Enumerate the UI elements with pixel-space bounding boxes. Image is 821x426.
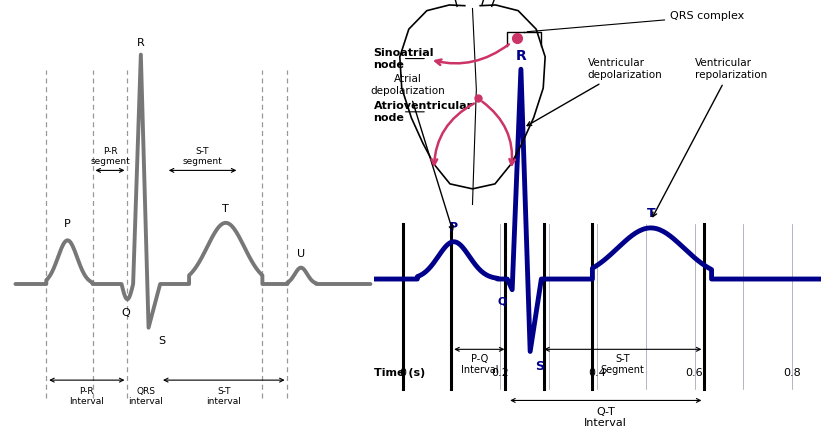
Text: P: P [449, 221, 458, 234]
Text: QRS complex: QRS complex [527, 12, 745, 32]
Text: T: T [646, 207, 655, 221]
Text: P-R
Interval: P-R Interval [70, 387, 104, 406]
Text: 0: 0 [399, 368, 406, 378]
Text: Q: Q [121, 308, 130, 318]
Text: Ventricular
depolarization: Ventricular depolarization [527, 58, 663, 126]
Text: 0.4: 0.4 [589, 368, 606, 378]
Text: Atrioventricular
node: Atrioventricular node [374, 101, 473, 123]
Text: S-T
interval: S-T interval [206, 387, 241, 406]
Text: Sinoatrial
node: Sinoatrial node [374, 48, 434, 69]
Text: T: T [222, 204, 229, 214]
Text: Ventricular
repolarization: Ventricular repolarization [653, 58, 767, 217]
Text: Atrial
depolarization: Atrial depolarization [370, 74, 453, 230]
Text: S: S [535, 360, 544, 373]
Text: Q-T
Interval: Q-T Interval [585, 407, 627, 426]
Text: P-Q
Interval: P-Q Interval [461, 354, 498, 375]
Text: Q: Q [498, 296, 507, 306]
Text: R: R [137, 38, 144, 48]
Text: S-T
segment: S-T segment [183, 147, 222, 166]
Text: 0.6: 0.6 [686, 368, 704, 378]
Text: QRS
interval: QRS interval [128, 387, 163, 406]
Text: U: U [297, 249, 305, 259]
Text: 0.8: 0.8 [783, 368, 800, 378]
Text: P-R
segment: P-R segment [90, 147, 130, 166]
Text: 0.2: 0.2 [491, 368, 509, 378]
Text: S: S [158, 337, 165, 346]
Text: R: R [516, 49, 526, 63]
Text: S-T
Segment: S-T Segment [601, 354, 644, 375]
Text: P: P [64, 219, 71, 229]
Text: Time (s): Time (s) [374, 368, 424, 378]
